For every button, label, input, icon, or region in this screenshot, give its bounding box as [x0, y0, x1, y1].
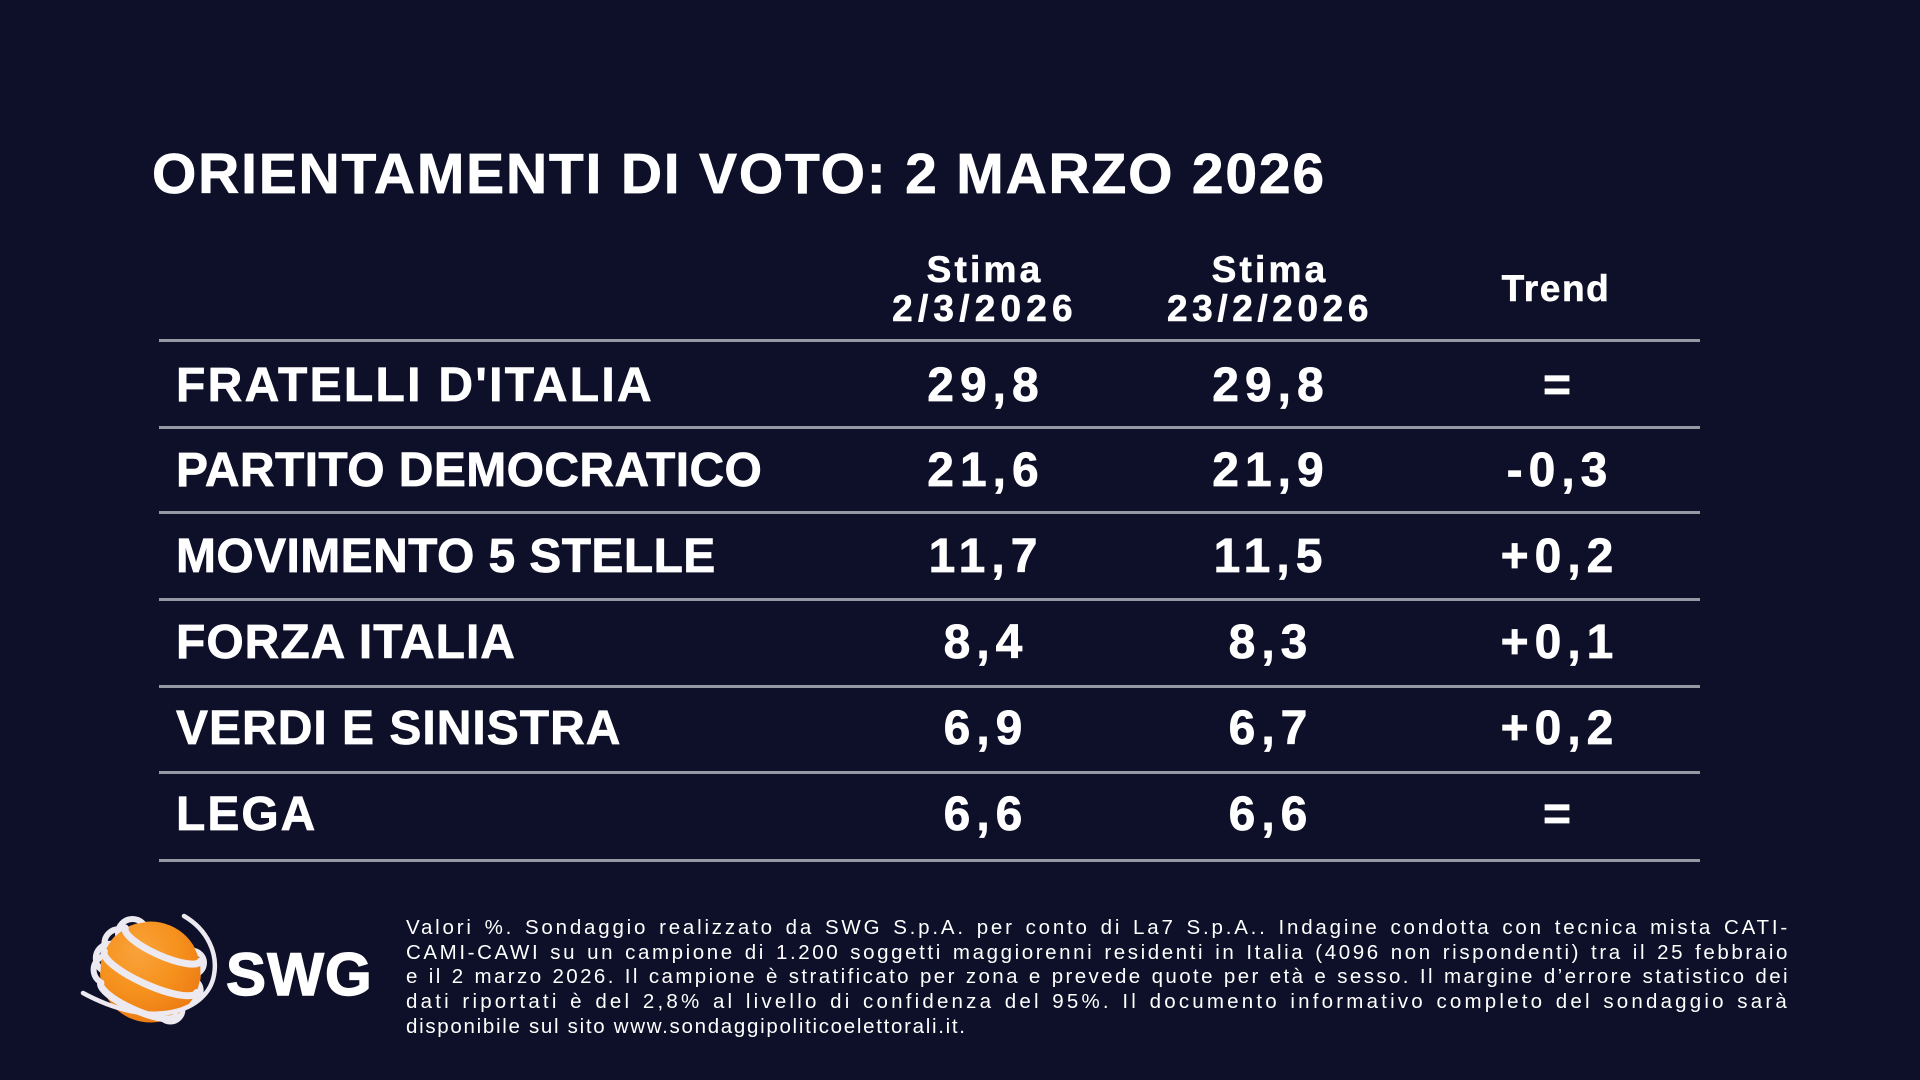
svg-text:SWG: SWG [226, 941, 373, 1008]
